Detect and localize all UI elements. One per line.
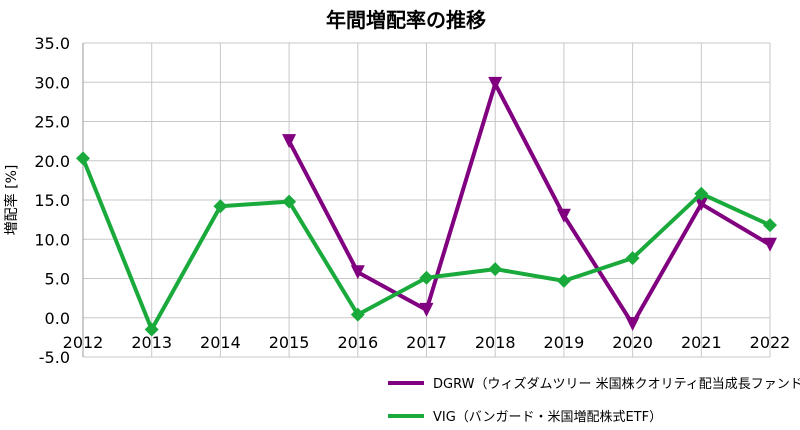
data-point (763, 237, 777, 252)
series-line (287, 81, 772, 327)
x-tick-label: 2020 (612, 333, 653, 352)
data-point (763, 218, 777, 233)
x-tick-label: 2019 (544, 333, 585, 352)
data-point (76, 151, 90, 166)
data-point (556, 273, 571, 288)
y-tick-label: 30.0 (34, 73, 70, 92)
data-point (488, 76, 503, 91)
x-tick-label: 2014 (200, 333, 241, 352)
y-tick-label: 5.0 (45, 270, 70, 289)
legend: DGRW（ウィズダムツリー 米国株クオリティ配当成長ファンド） VIG（バンガード… (388, 376, 800, 425)
data-point (213, 199, 228, 214)
legend-label: VIG（バンガード・米国増配株式ETF） (433, 410, 662, 425)
x-tick-label: 2022 (750, 333, 791, 352)
data-point (419, 270, 434, 285)
x-tick-label: 2018 (475, 333, 516, 352)
data-point (350, 307, 365, 322)
series-2 (76, 151, 777, 337)
y-tick-label: 0.0 (45, 309, 70, 328)
x-tick-label: 2017 (406, 333, 447, 352)
y-tick-label: 15.0 (34, 191, 70, 210)
y-tick-label: 20.0 (34, 152, 70, 171)
data-point (625, 317, 640, 332)
y-tick-label: -5.0 (39, 348, 70, 367)
x-tick-label: 2012 (63, 333, 104, 352)
data-point (488, 262, 503, 277)
data-point (625, 251, 640, 266)
x-tick-label: 2016 (337, 333, 378, 352)
chart-title: 年間増配率の推移 (326, 8, 486, 32)
y-tick-label: 10.0 (34, 230, 70, 249)
y-tick-label: 35.0 (34, 34, 70, 53)
x-tick-label: 2015 (269, 333, 310, 352)
data-point (556, 208, 571, 223)
x-tick-label: 2013 (131, 333, 172, 352)
legend-label: DGRW（ウィズダムツリー 米国株クオリティ配当成長ファンド） (433, 376, 800, 392)
legend-item: DGRW（ウィズダムツリー 米国株クオリティ配当成長ファンド） (388, 376, 800, 392)
series-1 (282, 76, 777, 332)
data-point (694, 186, 709, 201)
y-axis-title: 増配率 [%] (3, 165, 20, 236)
series (76, 76, 777, 337)
data-point (282, 194, 297, 209)
data-point (694, 196, 709, 211)
y-tick-label: 25.0 (34, 113, 70, 132)
x-tick-label: 2021 (681, 333, 722, 352)
legend-item: VIG（バンガード・米国増配株式ETF） (388, 410, 662, 425)
data-point (350, 265, 365, 280)
data-point (282, 134, 297, 149)
data-point (419, 302, 434, 317)
data-point (144, 322, 159, 337)
